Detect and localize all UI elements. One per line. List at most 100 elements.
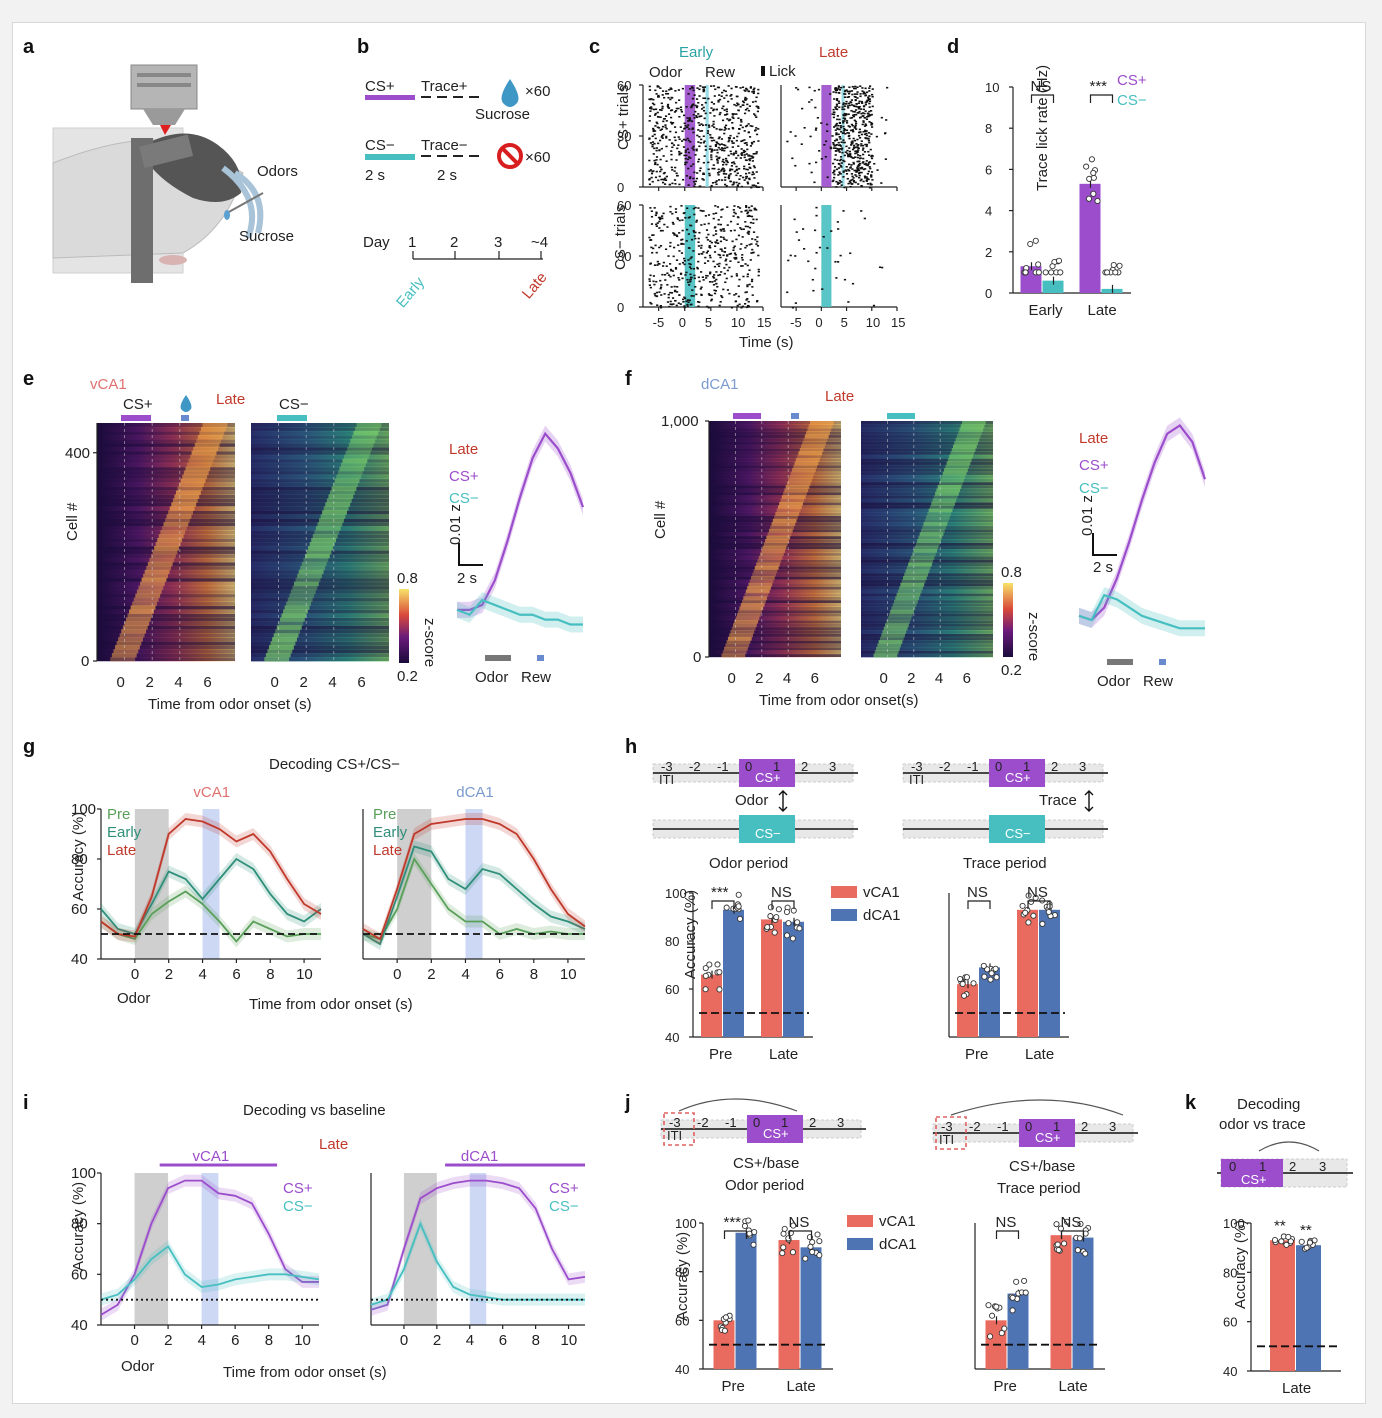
lick-mark [664, 126, 667, 128]
lick-mark [832, 116, 835, 119]
lick-mark [661, 265, 665, 267]
lick-mark [704, 145, 707, 148]
lick-mark [847, 96, 851, 98]
lick-mark [717, 219, 720, 221]
lick-mark [825, 123, 829, 126]
lick-mark [707, 306, 710, 309]
heatmap-peak [300, 565, 326, 571]
lick-mark [698, 135, 701, 138]
chart-title: dCA1 [456, 784, 494, 801]
lick-mark [881, 266, 884, 269]
lick-mark [751, 252, 754, 254]
lick-mark [670, 158, 673, 161]
lick-mark [724, 147, 727, 150]
lick-mark [737, 216, 740, 219]
lick-mark [673, 285, 676, 288]
duration-trace: 2 s [437, 167, 457, 184]
panel-label-h: h [625, 736, 637, 758]
lick-mark [842, 114, 845, 116]
lick-mark [867, 114, 870, 117]
lick-mark [846, 149, 849, 152]
lick-mark [744, 90, 747, 92]
line-xtick-label: 4 [466, 1332, 474, 1349]
lick-mark [754, 114, 757, 117]
lick-mark [751, 91, 754, 93]
heatmap-peak [806, 431, 830, 436]
lick-mark [856, 146, 859, 149]
heatmap-peak [777, 505, 802, 510]
heatmap-row [251, 530, 389, 535]
lick-mark [713, 245, 717, 248]
heatmap-row [861, 528, 993, 533]
lick-mark [709, 134, 712, 136]
lick-mark [741, 100, 745, 103]
heatmap-peak [896, 592, 921, 597]
bar-category-label: Late [1088, 302, 1117, 319]
lick-mark [757, 92, 760, 95]
lick-mark [659, 229, 663, 232]
lick-mark [850, 123, 854, 126]
f-legend-minus: CS− [1079, 480, 1109, 497]
raster-reward-window [705, 85, 709, 187]
lick-mark [870, 157, 874, 160]
lick-mark [745, 175, 749, 178]
heatmap-xtick-label: 2 [145, 674, 153, 691]
line-ytick-label: 60 [71, 901, 88, 918]
heatmap-peak [951, 447, 976, 452]
lick-mark [660, 168, 663, 171]
heatmap-row [709, 427, 841, 432]
cs-block-label: CS+ [1005, 770, 1031, 785]
lick-mark [846, 152, 849, 155]
lick-mark [725, 108, 728, 111]
heatmap-peak [770, 525, 794, 530]
lick-mark [721, 250, 724, 252]
heatmap-row [251, 585, 389, 591]
lick-mark [843, 186, 846, 189]
heatmap-peak [297, 573, 322, 579]
heatmap-peak [340, 462, 366, 468]
lick-mark [835, 139, 839, 141]
lick-mark [735, 274, 739, 277]
data-point [802, 1255, 809, 1262]
heatmap-row [97, 430, 235, 436]
heatmap-peak [129, 609, 154, 614]
heatmap-peak [298, 569, 324, 575]
lick-mark [662, 120, 665, 123]
lick-mark [649, 274, 652, 277]
lick-mark [880, 182, 883, 184]
lick-mark [843, 129, 847, 131]
lick-mark [865, 134, 868, 137]
heatmap-row [709, 451, 841, 456]
lick-mark [650, 210, 653, 212]
timeline-tick-label: 3 [1319, 1159, 1326, 1174]
panel-label-j: j [624, 1092, 631, 1114]
lick-mark [751, 155, 754, 158]
lick-mark [655, 211, 658, 214]
lick-mark [851, 168, 854, 170]
lick-mark [852, 130, 855, 133]
lick-mark [858, 128, 861, 131]
j-ylabel: Accuracy (%) [674, 1232, 691, 1321]
lick-mark [750, 209, 753, 212]
lick-mark [756, 186, 759, 189]
timeline-tick-label: -2 [969, 1119, 981, 1134]
heatmap-xtick-label: 4 [783, 670, 791, 687]
lick-mark [846, 90, 849, 93]
e-legend-plus: CS+ [449, 468, 479, 485]
lick-mark [787, 259, 790, 262]
data-point [1303, 1244, 1310, 1251]
lick-mark [865, 143, 869, 146]
heatmap-row [709, 569, 841, 574]
line-xtick-label: 6 [232, 966, 240, 983]
heatmap-row [251, 506, 389, 511]
lick-mark [756, 110, 760, 113]
lick-mark [741, 139, 744, 142]
heatmap-row [709, 572, 841, 577]
lick-mark [736, 184, 739, 186]
lick-mark [717, 100, 720, 103]
lick-mark [700, 130, 704, 132]
lick-mark [692, 103, 695, 106]
lick-mark [717, 173, 720, 176]
lick-mark [709, 271, 712, 274]
lick-mark [854, 152, 857, 155]
